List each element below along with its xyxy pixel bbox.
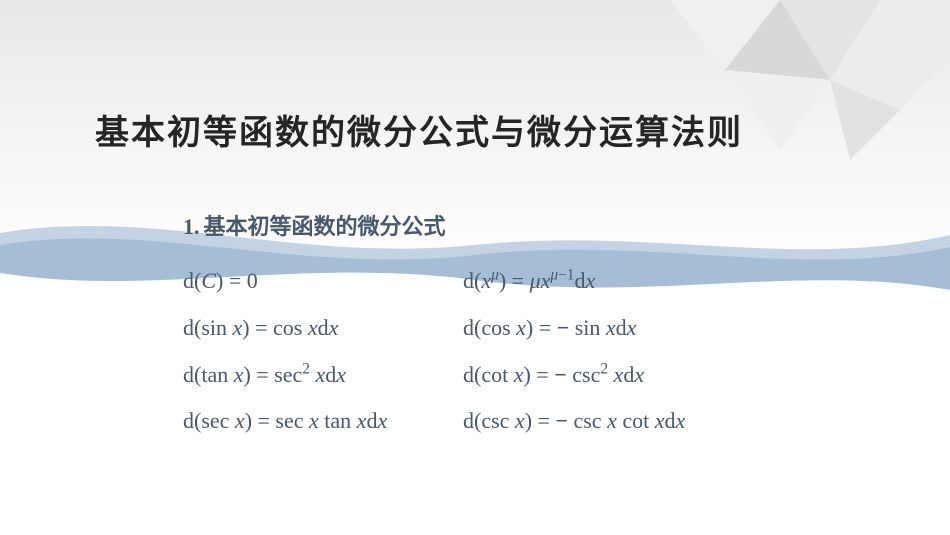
page-title: 基本初等函数的微分公式与微分运算法则 bbox=[95, 105, 950, 154]
section-number: 1. bbox=[183, 214, 200, 239]
section-title: 基本初等函数的微分公式 bbox=[204, 214, 446, 239]
formula-cell: d(tan x) = sec2 xdx bbox=[183, 360, 463, 391]
formula-table: d(C) = 0 d(xμ) = μxμ−1dx d(sin x) = cos … bbox=[183, 266, 950, 437]
formula-row: d(tan x) = sec2 xdx d(cot x) = − csc2 xd… bbox=[183, 360, 950, 391]
formula-cell: d(xμ) = μxμ−1dx bbox=[463, 266, 595, 297]
formula-cell: d(csc x) = − csc x cot xdx bbox=[463, 406, 685, 437]
formula-cell: d(cos x) = − sin xdx bbox=[463, 313, 636, 344]
formula-row: d(sec x) = sec x tan xdx d(csc x) = − cs… bbox=[183, 406, 950, 437]
formula-row: d(sin x) = cos xdx d(cos x) = − sin xdx bbox=[183, 313, 950, 344]
formula-row: d(C) = 0 d(xμ) = μxμ−1dx bbox=[183, 266, 950, 297]
formula-cell: d(cot x) = − csc2 xdx bbox=[463, 360, 644, 391]
section-heading: 1.基本初等函数的微分公式 bbox=[183, 209, 950, 241]
formula-cell: d(sec x) = sec x tan xdx bbox=[183, 406, 463, 437]
slide-content: 基本初等函数的微分公式与微分运算法则 1.基本初等函数的微分公式 d(C) = … bbox=[0, 0, 950, 437]
formula-cell: d(sin x) = cos xdx bbox=[183, 313, 463, 344]
formula-cell: d(C) = 0 bbox=[183, 266, 463, 297]
